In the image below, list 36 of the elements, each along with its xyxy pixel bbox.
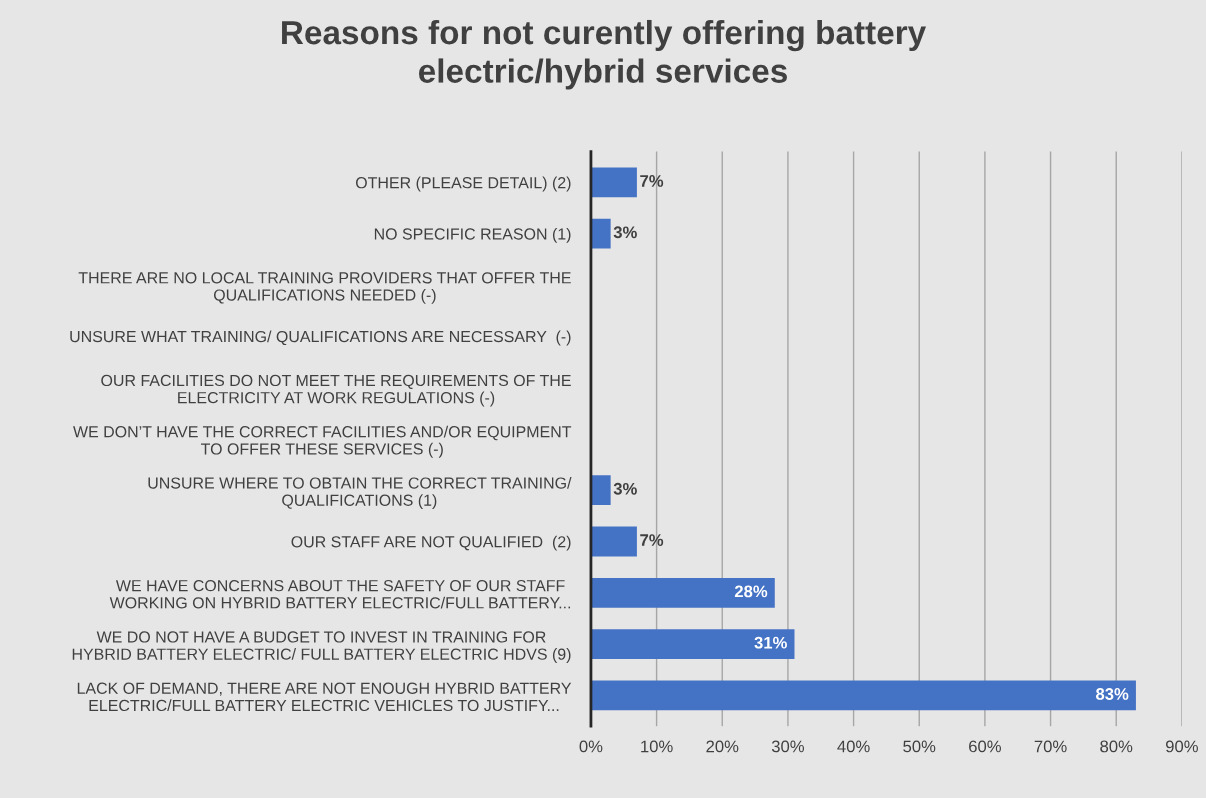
bar bbox=[590, 475, 611, 506]
data-label: 7% bbox=[640, 175, 664, 187]
x-tick-label: 80% bbox=[1100, 740, 1133, 753]
bar bbox=[590, 629, 795, 659]
x-tick-label: 0% bbox=[579, 740, 603, 753]
data-label: 3% bbox=[613, 482, 637, 495]
y-tick-label: OTHER (PLEASE DETAIL) (2) bbox=[355, 176, 571, 192]
x-tick-label: 90% bbox=[1165, 740, 1198, 753]
data-label: 28% bbox=[734, 585, 768, 598]
y-tick-label: NO SPECIFIC REASON (1) bbox=[374, 227, 571, 243]
y-tick-label: OUR STAFF ARE NOT QUALIFIED (2) bbox=[291, 535, 571, 551]
data-label: 7% bbox=[640, 534, 664, 546]
x-tick-label: 10% bbox=[641, 740, 673, 753]
bar bbox=[590, 218, 611, 249]
y-tick-label: OUR FACILITIES DO NOT MEET THE REQUIREMENTS OF THE ELECTRICITY AT WORK REGULATIONS (-) bbox=[101, 374, 571, 407]
bar bbox=[590, 167, 637, 198]
data-label: 83% bbox=[1096, 688, 1129, 700]
y-tick-label: UNSURE WHERE TO OBTAIN THE CORRECT TRAINING/ QUALIFICATIONS (1) bbox=[148, 476, 572, 510]
x-tick-label: 50% bbox=[903, 740, 936, 753]
data-label: 31% bbox=[754, 636, 787, 649]
y-tick-label: LACK OF DEMAND, THERE ARE NOT ENOUGH HYBRID BATTERY ELECTRIC/FULL BATTERY ELECTRIC VEHICLES TO JUSTIFY... bbox=[77, 682, 572, 712]
chart-title: Reasons for not curently offering battery electric/hybrid services bbox=[282, 19, 927, 90]
bar bbox=[590, 526, 637, 557]
x-tick-label: 70% bbox=[1034, 740, 1067, 753]
y-tick-label: THERE ARE NO LOCAL TRAINING PROVIDERS THAT OFFER THE QUALIFICATIONS NEEDED (-) bbox=[78, 272, 571, 304]
y-tick-label: WE HAVE CONCERNS ABOUT THE SAFETY OF OUR STAFF WORKING ON HYBRID BATTERY ELECTRIC/FULL BATTERY... bbox=[109, 579, 571, 609]
x-tick-label: 60% bbox=[969, 740, 1001, 753]
y-tick-label: WE DON’T HAVE THE CORRECT FACILITIES AND/OR EQUIPMENT TO OFFER THESE SERVICES (-) bbox=[73, 425, 572, 458]
y-tick-label: UNSURE WHAT TRAINING/ QUALIFICATIONS ARE NECESSARY (-) bbox=[70, 330, 571, 346]
x-tick-label: 40% bbox=[837, 740, 870, 753]
x-tick-label: 30% bbox=[771, 740, 805, 753]
y-tick-label: WE DO NOT HAVE A BUDGET TO INVEST IN TRAINING FOR HYBRID BATTERY ELECTRIC/ FULL BATTERY ELECTRIC HDVS (9) bbox=[72, 631, 571, 663]
data-label: 3% bbox=[613, 226, 637, 239]
x-tick-label: 20% bbox=[706, 740, 739, 753]
bar bbox=[590, 680, 1136, 711]
bar bbox=[590, 577, 775, 608]
